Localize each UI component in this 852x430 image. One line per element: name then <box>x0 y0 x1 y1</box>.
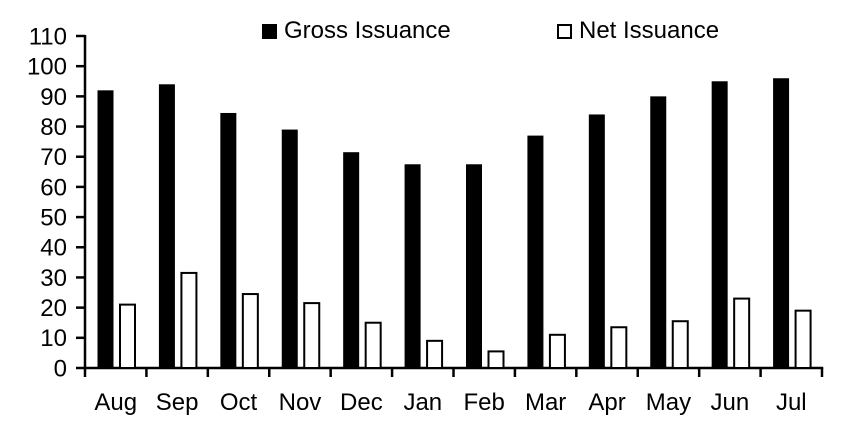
x-category-label-dec: Dec <box>340 389 383 416</box>
y-tick-label: 110 <box>29 23 67 50</box>
gross-issuance-bar-jan <box>404 164 421 368</box>
net-issuance-legend-label: Net Issuance <box>579 17 720 44</box>
x-category-label-apr: Apr <box>588 389 625 416</box>
y-tick-label: 50 <box>40 204 67 231</box>
gross-issuance-bar-apr <box>588 114 605 369</box>
y-tick-label: 40 <box>40 235 67 262</box>
x-category-label-may: May <box>646 389 691 416</box>
gross-issuance-bar-sep <box>158 84 175 369</box>
y-tick-label: 0 <box>54 355 67 382</box>
gross-issuance-bar-dec <box>343 152 360 368</box>
net-issuance-bar-mar <box>548 333 566 369</box>
x-category-label-aug: Aug <box>94 389 137 416</box>
legend-item-net-issuance: Net Issuance <box>557 19 719 43</box>
gross-issuance-bar-feb <box>466 164 482 368</box>
net-issuance-bar-nov <box>303 302 321 370</box>
gross-issuance-bar-nov <box>281 129 298 368</box>
y-tick-label: 30 <box>40 265 67 292</box>
x-category-label-mar: Mar <box>525 389 566 416</box>
x-category-label-jan: Jan <box>403 389 442 416</box>
net-issuance-bar-sep <box>180 271 198 369</box>
net-issuance-legend-swatch-icon <box>557 23 572 39</box>
x-category-label-oct: Oct <box>220 389 258 416</box>
y-tick-label: 20 <box>40 295 67 322</box>
x-category-label-jun: Jun <box>711 389 750 416</box>
x-category-label-feb: Feb <box>464 389 505 416</box>
legend-item-gross-issuance: Gross Issuance <box>262 19 451 43</box>
y-tick-label: 10 <box>40 325 67 352</box>
y-tick-label: 60 <box>40 174 67 201</box>
gross-issuance-bar-may <box>650 96 667 368</box>
net-issuance-bar-aug <box>119 303 136 370</box>
y-tick-label: 100 <box>27 54 67 81</box>
net-issuance-bar-jan <box>426 339 444 370</box>
x-category-label-sep: Sep <box>156 389 199 416</box>
x-category-label-jul: Jul <box>776 389 807 416</box>
net-issuance-bar-jul <box>794 309 812 369</box>
y-tick-label: 70 <box>40 144 67 171</box>
gross-issuance-bar-aug <box>97 90 114 368</box>
y-tick-label: 80 <box>40 114 67 141</box>
net-issuance-bar-may <box>671 320 689 369</box>
x-category-label-nov: Nov <box>279 389 322 416</box>
gross-issuance-legend-swatch-icon <box>262 23 277 39</box>
net-issuance-bar-dec <box>364 321 382 369</box>
net-issuance-bar-apr <box>610 326 628 369</box>
gross-issuance-bar-jun <box>711 81 728 368</box>
net-issuance-bar-oct <box>241 293 259 369</box>
net-issuance-bar-feb <box>487 350 505 369</box>
y-tick-label: 90 <box>40 84 67 111</box>
gross-issuance-legend-label: Gross Issuance <box>284 17 451 44</box>
net-issuance-bar-jun <box>733 297 751 369</box>
gross-issuance-bar-mar <box>527 135 544 368</box>
gross-issuance-bar-oct <box>220 112 237 368</box>
gross-issuance-bar-jul <box>773 78 790 368</box>
